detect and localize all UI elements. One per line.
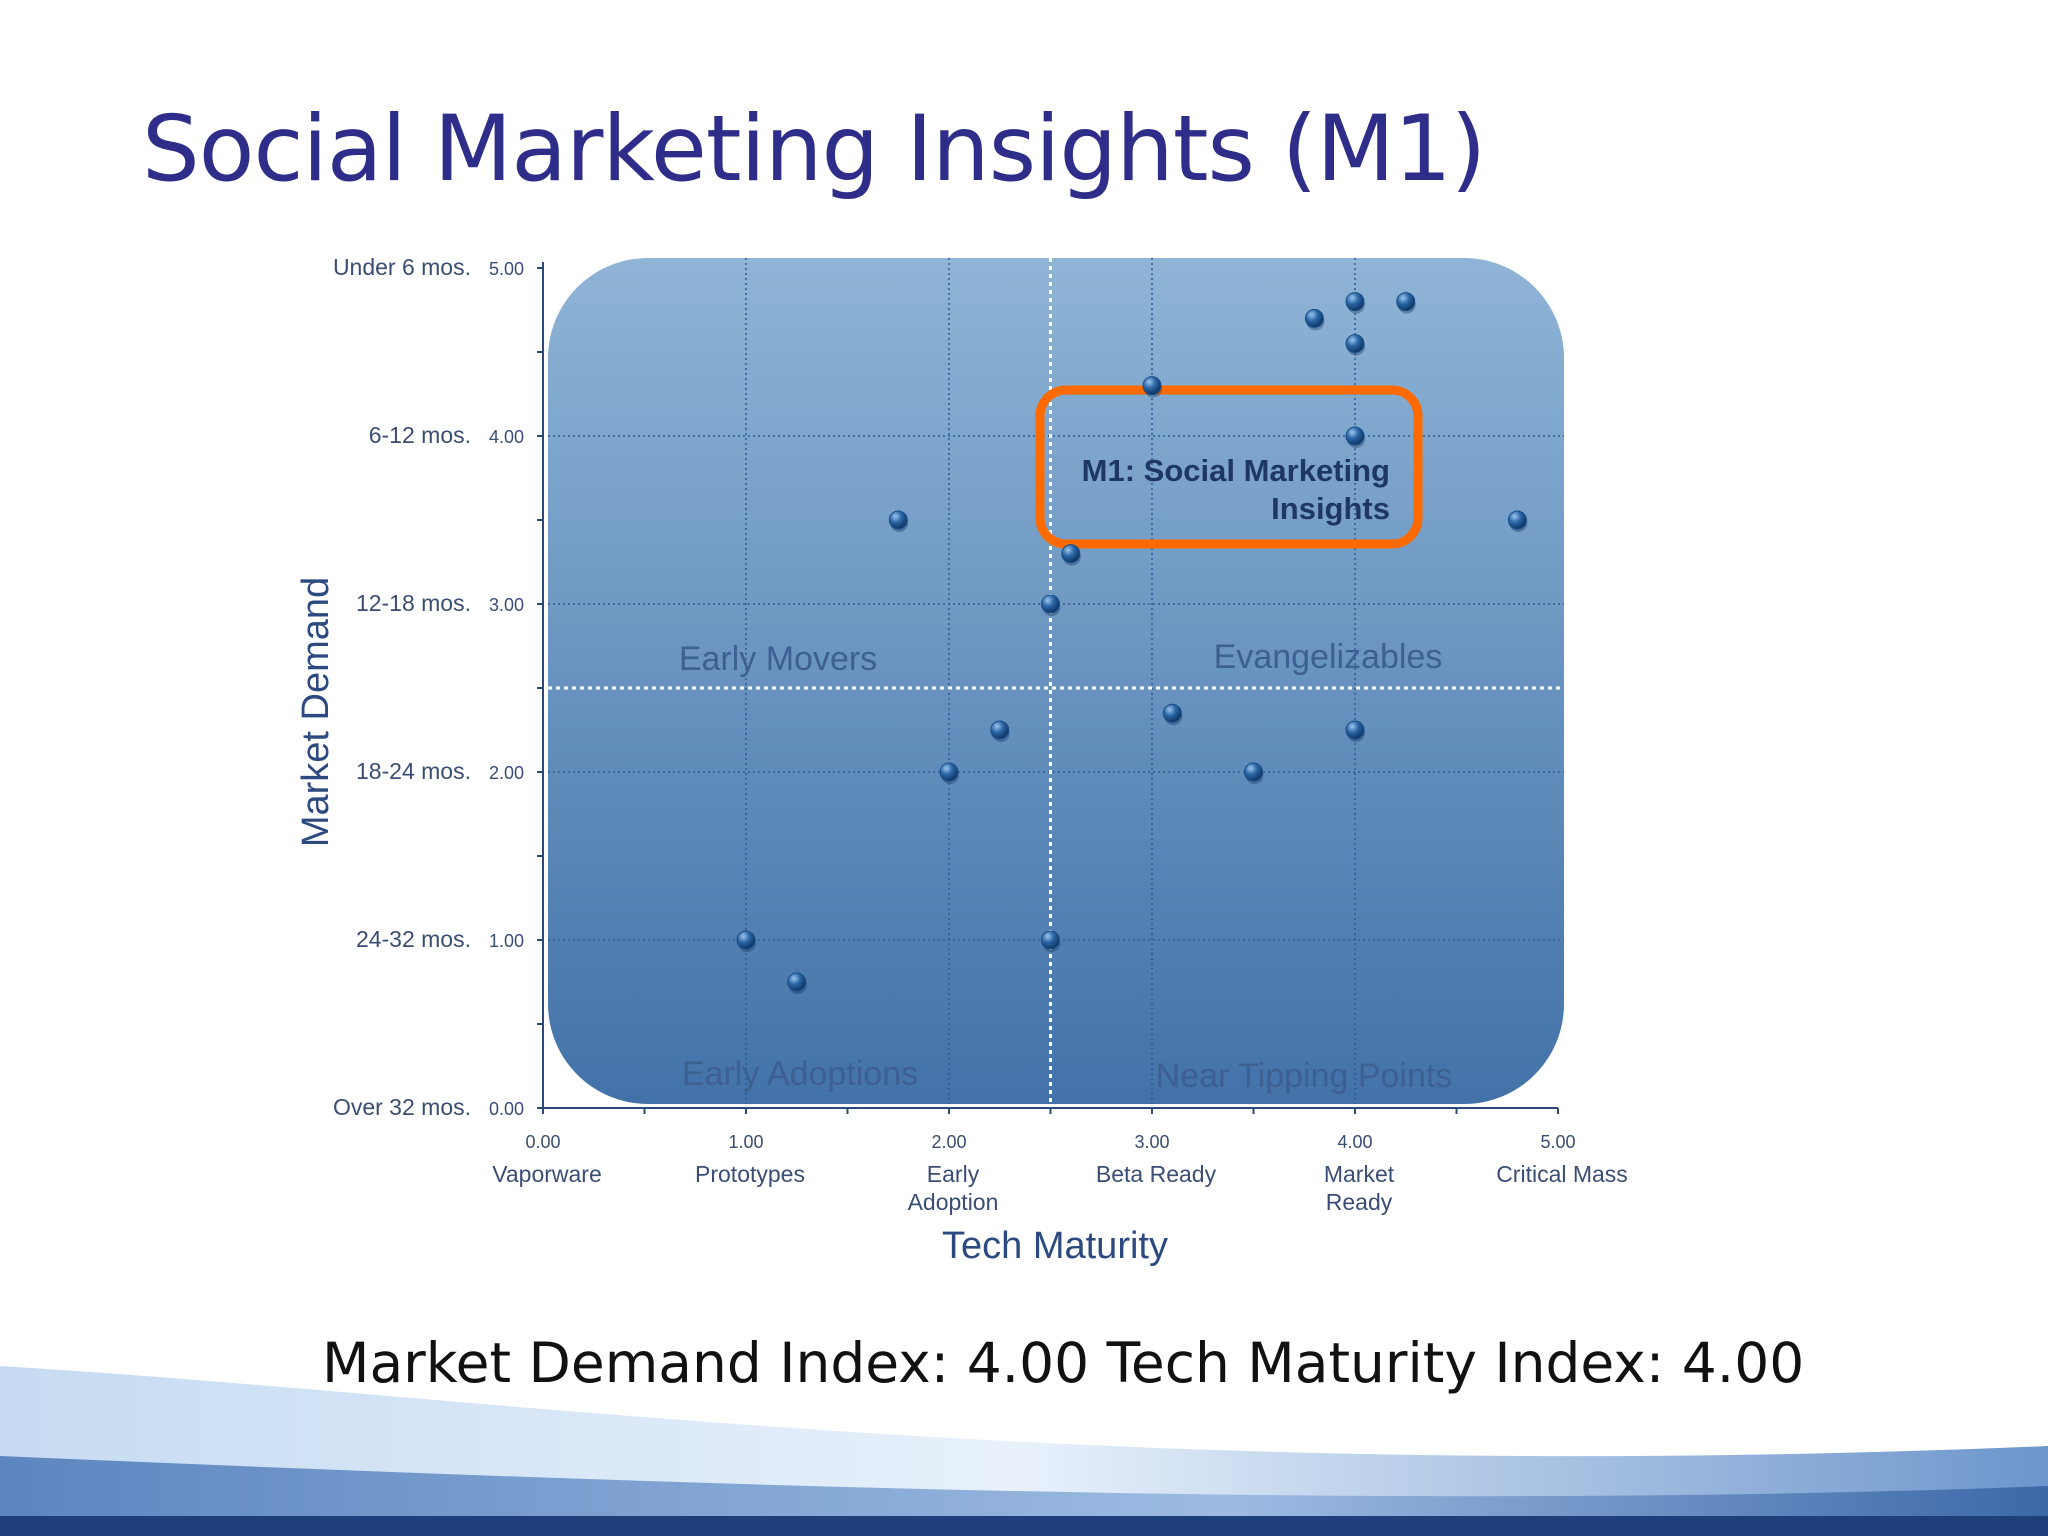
x-tick-label: Ready	[1326, 1189, 1393, 1215]
y-tick-label: Under 6 mos.	[333, 254, 471, 280]
y-tick-number: 3.00	[489, 595, 524, 615]
quadrant-label-top-left: Early Movers	[679, 640, 877, 678]
y-tick-label: 12-18 mos.	[356, 590, 471, 616]
data-point	[1041, 930, 1060, 950]
x-tick-label: Market	[1324, 1161, 1395, 1187]
highlight-box	[1035, 385, 1423, 549]
x-tick-number: 3.00	[1134, 1132, 1169, 1152]
data-point	[990, 720, 1010, 740]
data-point	[888, 510, 908, 530]
quadrant-chart: 5.00 Under 6 mos. 4.00 6-12 mos. 3.00 12-18 m…	[295, 250, 1628, 1267]
y-tick-number: 0.00	[489, 1099, 524, 1119]
data-point	[1345, 720, 1365, 740]
x-tick-number: 1.00	[728, 1132, 763, 1152]
y-tick-number: 4.00	[489, 427, 524, 447]
x-tick-label: Early	[927, 1161, 980, 1187]
quadrant-dividers	[548, 250, 1564, 1108]
highlight-label: Insights	[1271, 491, 1390, 526]
highlight-label: M1: Social Marketing	[1082, 453, 1390, 488]
data-point	[1142, 376, 1162, 396]
data-point	[939, 762, 959, 782]
x-axis-title: Tech Maturity	[942, 1225, 1168, 1267]
x-tick-number: 0.00	[525, 1132, 560, 1152]
data-point	[1061, 544, 1081, 564]
x-tick-number: 5.00	[1540, 1132, 1575, 1152]
y-tick-label: 18-24 mos.	[356, 758, 471, 784]
data-point	[736, 930, 756, 950]
footer-wave	[0, 1366, 2048, 1536]
y-tick-number: 5.00	[489, 259, 524, 279]
data-point	[1162, 703, 1182, 723]
data-point	[1345, 334, 1365, 354]
grid-lines	[548, 258, 1564, 1104]
data-points	[736, 292, 1528, 994]
slide-title: Social Marketing Insights (M1)	[142, 97, 1486, 202]
chart-panel	[548, 258, 1564, 1104]
data-point	[1244, 762, 1263, 782]
quadrant-label-bottom-left: Early Adoptions	[682, 1055, 918, 1093]
x-tick-label: Critical Mass	[1496, 1161, 1628, 1187]
x-tick-label: Adoption	[908, 1189, 999, 1215]
data-point	[1304, 308, 1324, 328]
data-point	[1345, 292, 1365, 312]
y-tick-label: Over 32 mos.	[333, 1094, 471, 1120]
y-tick-label: 24-32 mos.	[356, 926, 471, 952]
y-axis-title: Market Demand	[295, 577, 337, 847]
x-tick-number: 2.00	[931, 1132, 966, 1152]
y-tick-number: 2.00	[489, 763, 524, 783]
data-point	[1507, 510, 1527, 530]
quadrant-label-bottom-right: Near Tipping Points	[1156, 1057, 1453, 1095]
index-caption: Market Demand Index: 4.00 Tech Maturity …	[322, 1331, 1805, 1395]
data-point	[1041, 594, 1060, 614]
y-tick-label: 6-12 mos.	[369, 422, 471, 448]
data-point	[1396, 292, 1416, 312]
x-tick-label: Vaporware	[492, 1161, 602, 1187]
x-tick-number: 4.00	[1337, 1132, 1372, 1152]
x-tick-label: Prototypes	[695, 1161, 805, 1187]
x-tick-label: Beta Ready	[1096, 1161, 1217, 1187]
quadrant-label-top-right: Evangelizables	[1214, 638, 1443, 676]
quadrant-labels: Early Movers Evangelizables Early Adoption…	[679, 638, 1453, 1095]
data-point	[787, 972, 807, 992]
y-tick-number: 1.00	[489, 931, 524, 951]
data-point	[1345, 426, 1365, 446]
axes: 5.00 Under 6 mos. 4.00 6-12 mos. 3.00 12-18 m…	[295, 254, 1628, 1267]
